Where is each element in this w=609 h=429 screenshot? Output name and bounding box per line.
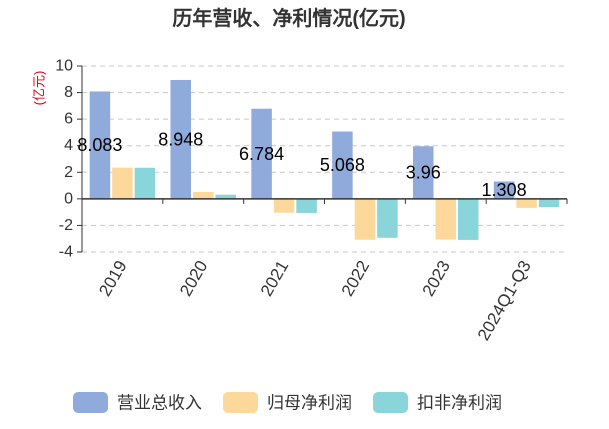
- bar: [112, 167, 133, 199]
- bar: [516, 198, 537, 208]
- x-tick-label: 2020: [176, 257, 211, 299]
- bar: [377, 198, 398, 238]
- legend-label: 营业总收入: [117, 394, 202, 413]
- bar: [354, 198, 376, 240]
- bar: [134, 167, 156, 199]
- y-tick-label: -4: [59, 244, 73, 261]
- bar: [215, 194, 236, 199]
- legend-swatch: [73, 392, 108, 413]
- data-labels: 8.083 8.948 6.784 5.068 3.96 1.308: [77, 129, 526, 200]
- bar: [296, 198, 317, 213]
- x-tick-label: 2024Q1-Q3: [474, 257, 535, 343]
- bar: [193, 191, 214, 199]
- data-label: 8.948: [158, 129, 203, 149]
- legend-item-2[interactable]: 归母净利润: [223, 392, 352, 413]
- data-label: 8.083: [77, 135, 122, 155]
- legend-label: 扣非净利润: [417, 394, 502, 413]
- bar: [493, 181, 515, 199]
- y-tick-label: 2: [64, 164, 73, 181]
- y-tick-label: 0: [64, 190, 73, 207]
- bar: [89, 91, 111, 199]
- data-label: 5.068: [320, 155, 365, 175]
- y-tick-label: 6: [64, 111, 73, 128]
- legend-swatch: [223, 392, 258, 413]
- y-tick-label: 4: [64, 137, 73, 154]
- bar: [273, 198, 295, 213]
- legend-item-1[interactable]: 营业总收入: [73, 392, 202, 413]
- y-tick-label: 10: [55, 58, 73, 75]
- bar: [458, 198, 479, 240]
- data-label: 1.308: [482, 180, 527, 200]
- legend: 营业总收入 归母净利润 扣非净利润: [73, 392, 502, 413]
- x-tick-label: 2021: [257, 257, 292, 299]
- data-label: 3.96: [406, 163, 441, 183]
- x-tick-label: 2023: [419, 257, 454, 299]
- series-2-bars: [112, 167, 537, 240]
- bar: [538, 198, 560, 208]
- chart-title: 历年营收、净利情况(亿元): [172, 6, 405, 30]
- y-axis-label: (亿元): [32, 71, 47, 106]
- series-3-bars: [134, 167, 560, 240]
- bar: [332, 131, 353, 199]
- x-axis-labels: 2019 2020 2021 2022 2023 2024Q1-Q3: [95, 257, 535, 343]
- x-tick-label: 2022: [338, 257, 373, 299]
- bar: [435, 198, 456, 240]
- series-1-bars: [89, 79, 515, 199]
- y-tick-label: 8: [64, 84, 73, 101]
- legend-label: 归母净利润: [267, 394, 352, 413]
- data-label: 6.784: [239, 144, 284, 164]
- x-tick-label: 2019: [95, 257, 130, 299]
- y-tick-label: -2: [59, 217, 73, 234]
- legend-item-3[interactable]: 扣非净利润: [373, 392, 502, 413]
- y-axis: 10 8 6 4 2 0 -2 -4: [55, 58, 82, 261]
- legend-swatch: [373, 392, 408, 413]
- bar: [170, 79, 191, 199]
- bar: [413, 146, 434, 199]
- bar: [251, 108, 272, 199]
